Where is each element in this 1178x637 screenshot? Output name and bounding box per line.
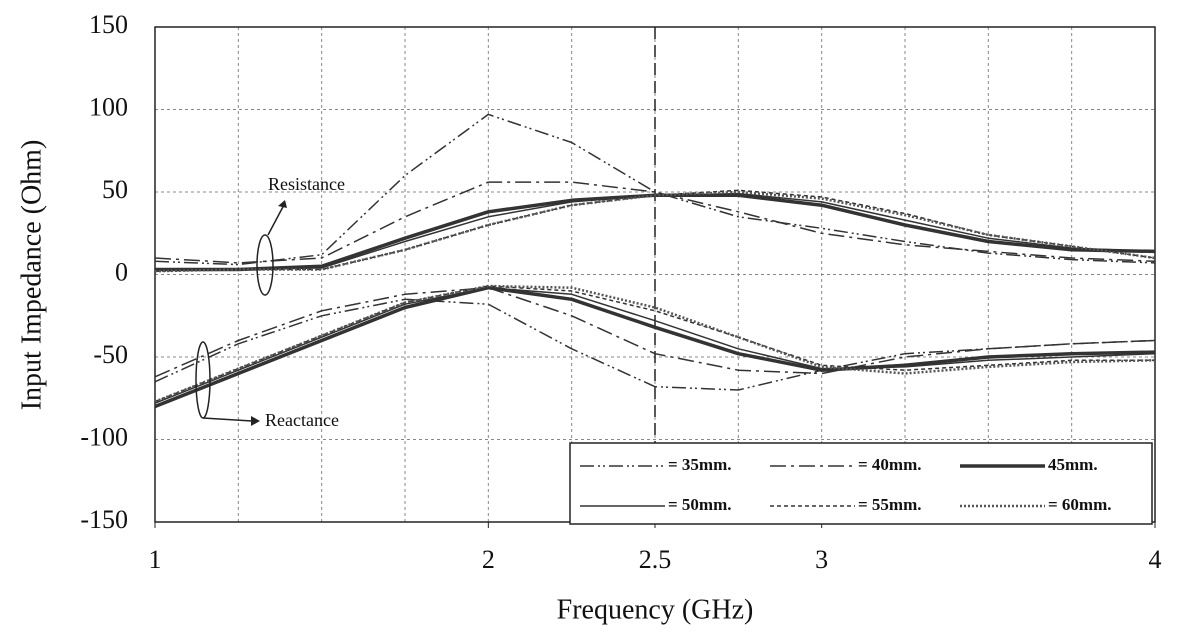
reactance-line	[154, 286, 1156, 378]
legend-box	[569, 442, 1153, 525]
y-tick-label: 150	[89, 10, 128, 39]
legend-label: = 40mm.	[858, 455, 922, 474]
x-tick-label: 2	[482, 545, 495, 574]
resistance-line	[154, 113, 1156, 266]
legend-label: = 55mm.	[858, 495, 922, 514]
y-tick-label: -150	[80, 505, 128, 534]
x-tick-label: 4	[1149, 545, 1162, 574]
reactance-line	[154, 285, 1156, 409]
y-tick-label: 100	[89, 92, 128, 121]
y-tick-label: -100	[80, 422, 128, 451]
annotation-ellipse	[256, 234, 274, 296]
legend-label: = 35mm.	[668, 455, 732, 474]
legend-label: = 50mm.	[668, 495, 732, 514]
legend-label: 45mm.	[1048, 455, 1098, 474]
x-tick-label: 1	[149, 545, 162, 574]
x-tick-label: 2.5	[639, 545, 672, 574]
resistance-line	[154, 190, 1156, 273]
resistance-line	[154, 181, 1156, 264]
y-tick-label: 50	[102, 175, 128, 204]
reactance-line	[154, 286, 1156, 404]
y-axis-title: Input Impedance (Ohm)	[16, 140, 47, 411]
annotation-arrow	[267, 202, 286, 236]
annotation-arrow	[202, 417, 253, 422]
y-tick-label: 0	[115, 257, 128, 286]
x-tick-label: 3	[815, 545, 828, 574]
legend-label: = 60mm.	[1048, 495, 1112, 514]
arrow-head	[251, 416, 260, 426]
annotation: Reactance	[265, 410, 339, 430]
y-tick-label: -50	[93, 340, 128, 369]
x-axis-title: Frequency (GHz)	[557, 594, 754, 625]
arrow-head	[278, 200, 287, 208]
annotation: Resistance	[268, 174, 345, 194]
